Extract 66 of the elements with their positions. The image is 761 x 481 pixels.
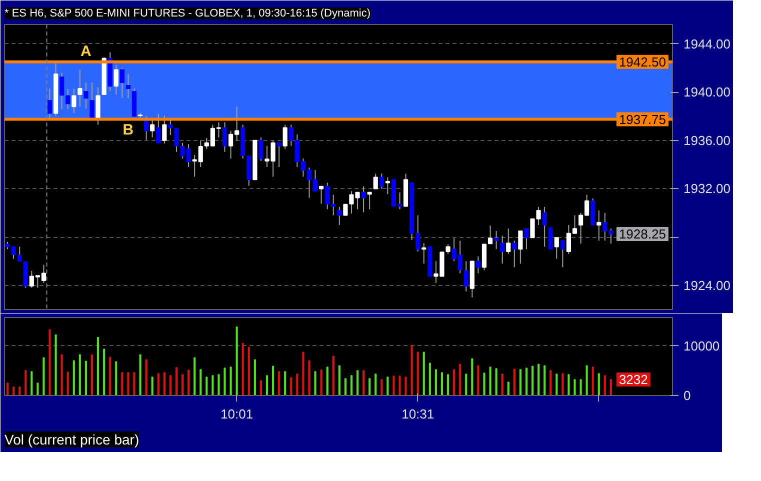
candlestick	[78, 69, 82, 108]
candlestick	[361, 186, 366, 213]
candlestick	[319, 186, 324, 204]
candlestick	[126, 74, 131, 99]
y-tick-label: 1936.00	[684, 132, 730, 148]
candlestick	[512, 240, 517, 268]
annotation: A	[80, 42, 92, 60]
y-tick-label: 1944.00	[684, 36, 730, 52]
annotation: B	[122, 121, 134, 138]
candlestick	[542, 206, 547, 248]
candlestick	[17, 246, 22, 262]
ref-line-label: 1942.50	[618, 54, 666, 70]
candlestick	[72, 88, 76, 114]
chart-title: * ES H6, S&P 500 E-MINI FUTURES - GLOBEX, 1, 09:30-16:15 (Dynamic)	[4, 8, 370, 20]
candlestick	[506, 228, 511, 254]
candlestick	[337, 206, 342, 226]
candlestick	[90, 82, 94, 120]
y-tick-label: 10000	[684, 338, 720, 354]
candlestick	[246, 156, 252, 186]
candlestick	[325, 182, 330, 210]
candlestick	[373, 173, 378, 190]
candlestick	[168, 119, 173, 136]
candlestick	[331, 194, 336, 216]
candlestick	[162, 115, 167, 144]
y-tick-label: 1940.00	[684, 84, 730, 100]
candlestick	[476, 256, 480, 274]
candlestick	[518, 230, 523, 264]
candlestick	[464, 260, 468, 292]
candlestick	[446, 244, 450, 254]
candlestick	[500, 235, 505, 264]
candlestick	[282, 124, 288, 150]
candlestick	[47, 88, 52, 120]
candlestick	[367, 192, 372, 210]
candlestick	[385, 176, 390, 195]
candlestick	[379, 173, 384, 190]
ref-line-label: 1937.75	[618, 112, 666, 127]
x-tick-label: 10:31	[402, 406, 434, 422]
candlestick	[488, 225, 493, 244]
candlestick	[96, 86, 100, 126]
candlestick	[554, 237, 559, 260]
text: Vol (current price bar)	[4, 432, 140, 448]
candlestick	[524, 228, 529, 250]
candlestick	[84, 82, 88, 109]
candlestick	[222, 122, 228, 152]
y-tick-label: 0	[684, 388, 691, 403]
candlestick	[156, 113, 161, 144]
candlestick	[120, 67, 124, 99]
candlestick	[482, 244, 487, 271]
y-tick-label: 1932.00	[684, 181, 730, 196]
y-tick-label: 1924.00	[684, 278, 730, 293]
x-tick-label: 10:01	[220, 406, 254, 422]
candlestick	[596, 210, 602, 242]
candlestick	[422, 242, 426, 264]
candlestick	[548, 227, 553, 250]
candlestick	[114, 64, 118, 96]
candlestick	[560, 240, 565, 268]
candlestick	[60, 72, 64, 110]
candlestick	[343, 204, 348, 216]
candlestick	[276, 142, 282, 168]
annotation: 3232	[618, 372, 648, 387]
candlestick	[66, 88, 70, 110]
candlestick	[494, 230, 499, 250]
candlestick	[150, 119, 155, 138]
candlestick	[174, 128, 179, 152]
annotation: 1928.25	[618, 226, 666, 242]
candlestick	[258, 136, 264, 162]
